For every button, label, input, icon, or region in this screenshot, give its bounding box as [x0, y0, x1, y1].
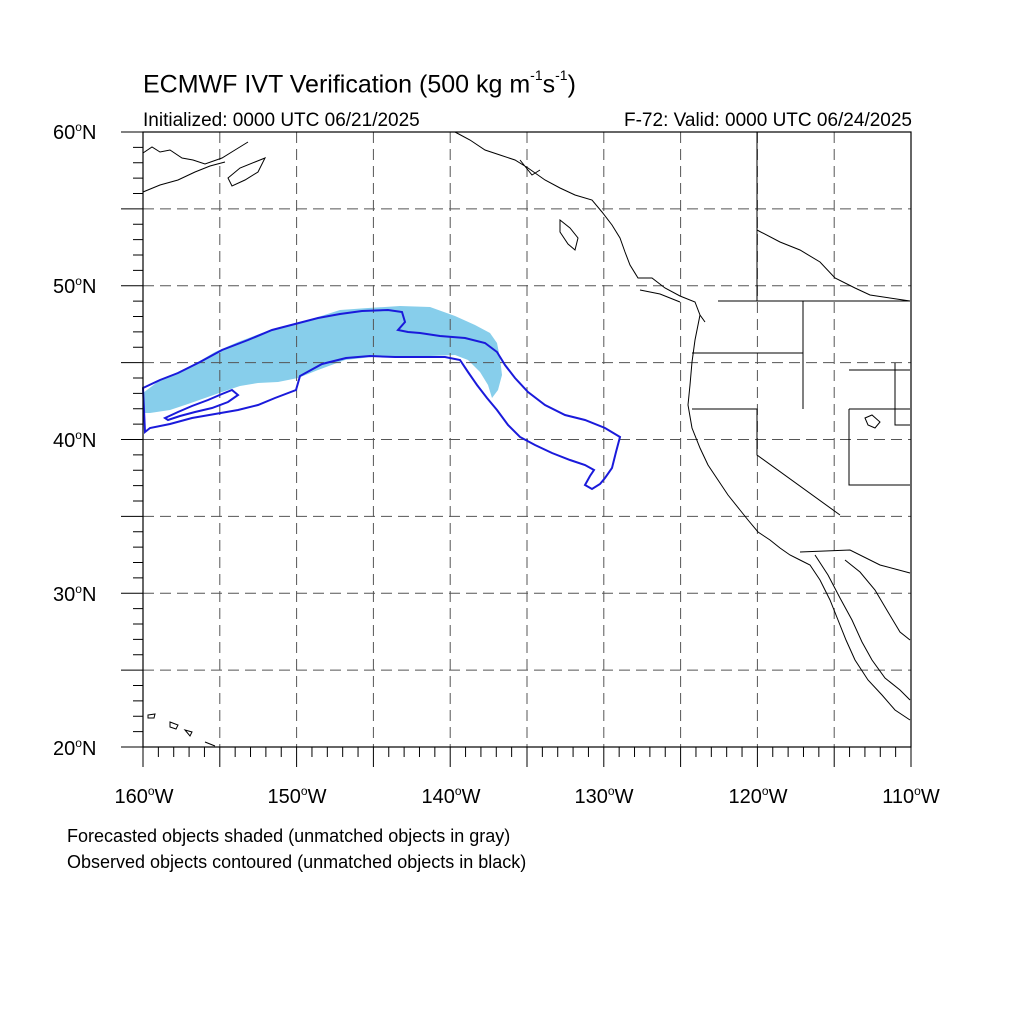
us-borders — [692, 132, 911, 574]
map-frame — [142, 131, 912, 748]
observed-objects-layer — [141, 308, 622, 491]
hawaii-islands — [147, 713, 216, 747]
lon-label-140w: 140oW — [421, 784, 481, 808]
caption-observed: Observed objects contoured (unmatched ob… — [67, 852, 527, 872]
lat-label-20: 20oN — [53, 736, 97, 760]
lat-label-60: 60oN — [53, 120, 97, 144]
map-border — [142, 131, 912, 748]
lat-label-40: 40oN — [53, 428, 97, 452]
forecast-object-shaded — [143, 306, 502, 413]
lake-bc — [864, 414, 881, 429]
lon-label-120w: 120oW — [728, 784, 788, 808]
lat-label-30: 30oN — [53, 582, 97, 606]
lat-label-50: 50oN — [53, 274, 97, 298]
lon-label-110w: 110oW — [882, 784, 940, 808]
alaska-coast — [142, 141, 267, 193]
lon-label-130w: 130oW — [574, 784, 634, 808]
axis-ticks — [121, 131, 912, 767]
lon-label-150w: 150oW — [267, 784, 327, 808]
us-west-coast — [687, 314, 911, 721]
coastlines-borders — [142, 131, 911, 747]
lat-lon-grid — [143, 132, 911, 747]
caption-forecast: Forecasted objects shaded (unmatched obj… — [67, 826, 511, 846]
chart-title: ECMWF IVT Verification (500 kg m-1s-1) — [143, 67, 576, 99]
observed-object-contour — [141, 308, 622, 491]
valid-time: F-72: Valid: 0000 UTC 06/24/2025 — [624, 110, 912, 131]
lon-label-160w: 160oW — [114, 784, 174, 808]
forecast-objects-layer — [143, 306, 502, 413]
canada-coast — [454, 131, 706, 323]
observed-object-inner — [162, 388, 240, 422]
baja-gulf — [814, 554, 911, 701]
initialized-time: Initialized: 0000 UTC 06/21/2025 — [143, 110, 420, 131]
